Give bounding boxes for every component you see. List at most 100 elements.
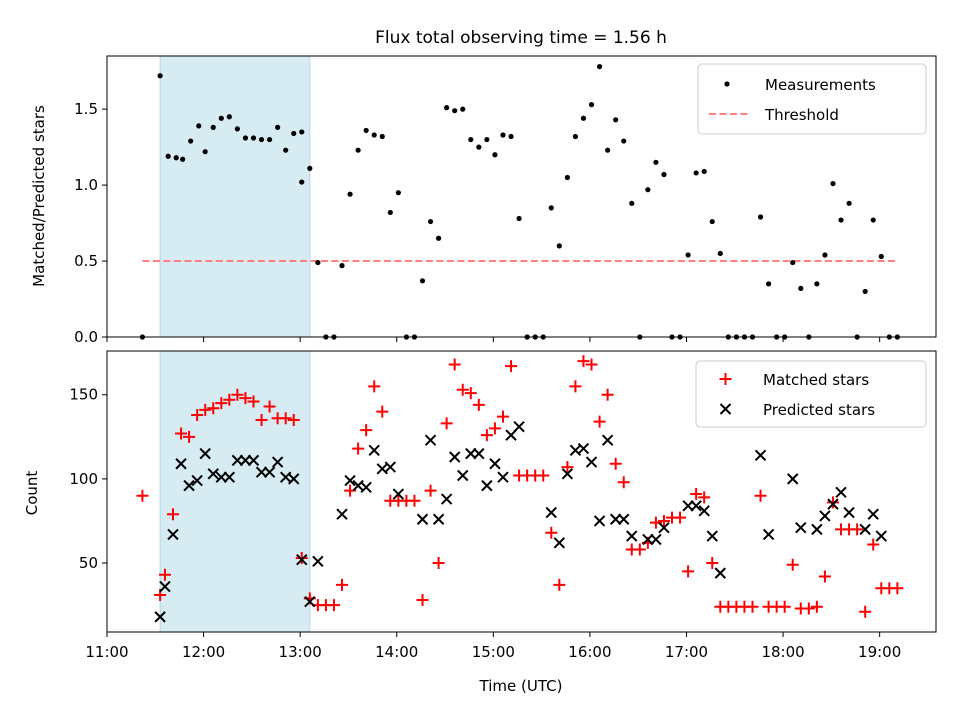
predicted-star-point (601, 434, 614, 446)
matched-star-point (818, 570, 831, 583)
matched-star-point (223, 393, 236, 406)
legend-measurements-label: Measurements (765, 76, 876, 94)
matched-star-point (706, 557, 719, 570)
predicted-star-point (577, 442, 590, 455)
predicted-star-point (553, 537, 566, 549)
measurement-point (379, 133, 385, 140)
predicted-star-point (714, 567, 727, 579)
measurement-point (605, 147, 611, 153)
predicted-star-point (513, 421, 525, 433)
matched-star-point (585, 358, 598, 371)
matched-star-point (488, 422, 501, 435)
matched-star-point (472, 398, 485, 411)
ratio-legend: Measurements Threshold (697, 63, 927, 135)
ratio-y-axis: 0.0 0.5 1.0 1.5 (74, 100, 107, 346)
predicted-star-point (263, 466, 276, 478)
predicted-star-point (271, 456, 284, 468)
matched-star-point (553, 578, 566, 591)
measurement-point (165, 153, 171, 159)
matched-star-point (851, 523, 864, 536)
measurement-point (830, 180, 836, 187)
matched-star-point (215, 397, 228, 410)
predicted-star-point (191, 474, 203, 487)
matched-star-point (601, 388, 614, 401)
count-y-axis: 50 100 150 (69, 386, 107, 572)
matched-star-point (408, 494, 421, 507)
predicted-star-point (368, 444, 380, 456)
measurement-point (355, 147, 361, 153)
measurement-point (661, 171, 667, 178)
predicted-star-point (875, 530, 887, 542)
measurement-point (157, 73, 163, 79)
measurement-point (218, 115, 224, 121)
measurement-point (878, 253, 884, 260)
matched-star-point (698, 491, 711, 504)
matched-star-point (545, 526, 558, 539)
y-tick-label: 100 (69, 470, 98, 488)
measurement-point (476, 144, 482, 150)
x-tick-label: 12:00 (182, 643, 225, 661)
predicted-star-point (843, 506, 855, 519)
matched-star-point (480, 429, 493, 442)
x-tick-label: 14:00 (375, 643, 418, 661)
predicted-star-point (207, 468, 219, 480)
measurement-point (339, 263, 345, 269)
x-tick-label: 19:00 (858, 643, 901, 661)
y-tick-label: 0.5 (74, 252, 98, 270)
matched-star-point (682, 565, 695, 578)
matched-star-point (537, 469, 550, 482)
predicted-star-point (432, 513, 445, 525)
measurement-point (266, 136, 273, 143)
measurement-point (629, 200, 635, 206)
predicted-star-point (384, 461, 397, 473)
matched-star-point (891, 582, 904, 595)
matched-star-point (786, 558, 799, 571)
predicted-star-point (827, 498, 839, 510)
measurement-point (436, 235, 442, 241)
measurement-point (258, 136, 265, 143)
legend-matched-label: Matched stars (763, 371, 869, 389)
predicted-star-point (650, 533, 662, 546)
predicted-star-point (762, 528, 775, 541)
matched-star-point (674, 511, 687, 524)
predicted-star-point (626, 530, 638, 542)
count-plot-frame (106, 350, 937, 633)
measurement-point (701, 168, 707, 175)
predicted-star-point (457, 469, 469, 482)
matched-star-point (448, 358, 461, 371)
predicted-star-point (706, 530, 718, 542)
matched-star-point (376, 405, 389, 418)
measurement-point (307, 165, 313, 171)
predicted-star-point (424, 434, 437, 446)
predicted-star-point (867, 508, 879, 520)
predicted-star-point (183, 479, 195, 492)
measurement-point (709, 218, 715, 225)
matched-star-point (577, 355, 590, 368)
matched-star-point (368, 380, 381, 393)
matched-star-point (754, 489, 767, 502)
ratio-plot-frame (106, 55, 937, 338)
matched-star-point (440, 417, 453, 430)
measurement-point (572, 133, 579, 140)
legend-predicted-label: Predicted stars (763, 401, 875, 419)
x-tick-label: 16:00 (568, 643, 611, 661)
measurement-point (508, 133, 514, 140)
matched-star-point (593, 415, 606, 428)
matched-star-point (826, 496, 839, 509)
y-tick-label: 1.0 (74, 176, 98, 194)
predicted-star-point (392, 488, 405, 500)
matched-star-point (255, 413, 268, 426)
matched-star-point (464, 387, 477, 400)
matched-star-point (166, 508, 179, 521)
measurement-point (291, 130, 297, 137)
x-tick-label: 17:00 (665, 643, 708, 661)
measurement-point (556, 243, 562, 249)
x-tick-label: 13:00 (279, 643, 322, 661)
measurement-point (202, 149, 208, 155)
predicted-star-point (795, 521, 807, 534)
matched-star-point (617, 476, 630, 489)
measurement-point (395, 190, 401, 196)
x-tick-label: 15:00 (472, 643, 515, 661)
